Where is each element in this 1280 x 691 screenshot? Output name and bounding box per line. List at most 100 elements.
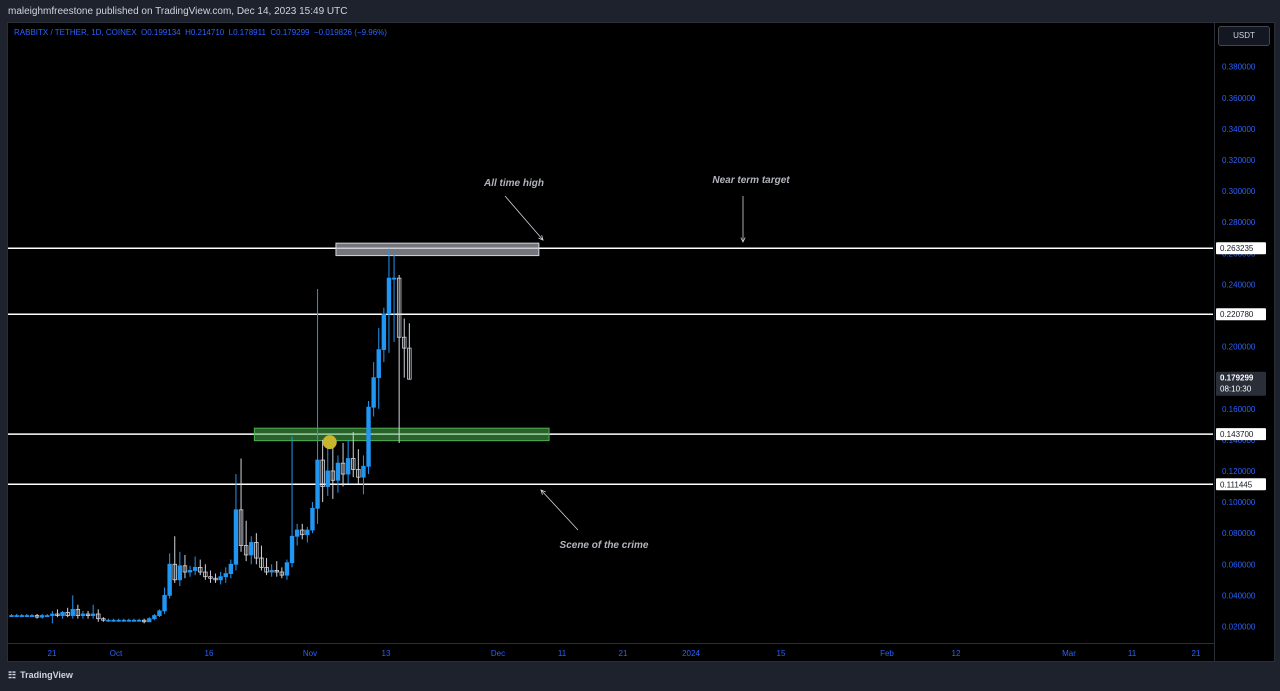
y-tick-label: 0.160000 <box>1222 405 1256 414</box>
candle-body <box>34 615 40 618</box>
candle-body <box>14 615 19 617</box>
y-tick-label: 0.060000 <box>1222 560 1256 569</box>
candle-body <box>249 542 254 556</box>
candle-body <box>361 465 366 478</box>
publisher-bar: maleighmfreestone published on TradingVi… <box>0 0 1280 22</box>
candle-body <box>284 562 290 576</box>
candle-body <box>289 535 295 564</box>
x-tick-label: Mar <box>1062 649 1076 658</box>
annotation-arrowhead <box>538 235 544 241</box>
candle-body <box>39 615 45 618</box>
candle-body <box>19 615 24 617</box>
candle-body <box>407 347 412 380</box>
candle-body <box>111 619 116 622</box>
candle-body <box>203 571 208 578</box>
candle-body <box>136 619 142 622</box>
candle-body <box>167 563 172 596</box>
candle-body <box>238 509 244 546</box>
currency-button[interactable]: USDT <box>1218 26 1270 46</box>
symbol-name[interactable]: RABBITX / TETHER, 1D, COINEX <box>14 28 137 37</box>
open-value: 0.199134 <box>147 28 181 37</box>
candle-body <box>351 458 356 470</box>
publisher-text: maleighmfreestone published on TradingVi… <box>8 6 348 17</box>
y-tick-label: 0.340000 <box>1222 125 1256 134</box>
candle-body <box>340 462 346 475</box>
chart-frame[interactable] <box>7 22 1275 662</box>
candle-body <box>177 565 183 581</box>
candle-body <box>264 566 269 573</box>
candle-body <box>310 507 315 531</box>
candle-body <box>45 615 50 617</box>
candle-body <box>152 615 157 620</box>
y-tick-label: 0.040000 <box>1222 591 1256 600</box>
change-value: −0.019826 (−9.96%) <box>313 28 387 37</box>
candle-body <box>24 615 30 617</box>
x-tick-label: Oct <box>110 649 123 658</box>
y-tick-label: 0.280000 <box>1222 218 1256 227</box>
candle-body <box>402 336 407 349</box>
x-tick-label: 21 <box>1192 649 1201 658</box>
target-zone <box>335 242 540 257</box>
candle-body <box>356 468 361 478</box>
x-tick-label: 11 <box>558 649 567 658</box>
x-tick-label: 13 <box>382 649 391 658</box>
candle-body <box>55 613 60 616</box>
candle-body <box>376 349 381 379</box>
candle-body <box>269 570 274 573</box>
level-price-label: 0.220780 <box>1220 310 1254 319</box>
high-label: H <box>185 28 191 37</box>
level-price-label-bg <box>1216 242 1266 255</box>
y-tick-label: 0.240000 <box>1222 280 1256 289</box>
y-tick-label: 0.380000 <box>1222 63 1256 72</box>
candle-body <box>243 545 249 556</box>
candle-body <box>213 577 218 581</box>
level-price-label-bg <box>1216 478 1266 491</box>
open-label: O <box>141 28 148 37</box>
candle-body <box>121 619 126 622</box>
candle-body <box>396 277 402 338</box>
y-tick-label: 0.020000 <box>1222 622 1256 631</box>
candle-body <box>96 613 101 620</box>
y-tick-label: 0.360000 <box>1222 94 1256 103</box>
tradingview-logo-icon: ☷ <box>8 670 17 680</box>
candle-body <box>371 377 376 408</box>
candle-body <box>391 277 397 280</box>
y-tick-label: 0.140000 <box>1222 436 1256 445</box>
x-tick-label: 16 <box>205 649 214 658</box>
last-price-label: 0.179299 <box>1220 374 1254 383</box>
highlight-marker <box>322 435 337 450</box>
price-axis-separator <box>1214 22 1215 662</box>
x-tick-label: 21 <box>48 649 57 658</box>
candle-body <box>198 566 203 573</box>
x-tick-label: Dec <box>491 649 505 658</box>
candle-body <box>172 563 177 581</box>
candle-body <box>325 470 330 487</box>
x-tick-label: Nov <box>303 649 317 658</box>
high-value: 0.214710 <box>190 28 225 37</box>
candle-body <box>131 619 137 622</box>
level-price-label: 0.143700 <box>1220 430 1254 439</box>
candle-body <box>274 570 279 573</box>
candle-body <box>294 529 300 537</box>
candle-body <box>233 509 239 565</box>
x-tick-label: 15 <box>777 649 786 658</box>
candle-body <box>147 618 152 623</box>
candle-body <box>315 459 320 509</box>
symbol-legend: RABBITX / TETHER, 1D, COINEX O0.199134 H… <box>14 28 387 37</box>
annotation-text: All time high <box>483 178 544 189</box>
candle-body <box>366 406 371 467</box>
y-tick-label: 0.300000 <box>1222 187 1256 196</box>
footer-brand: ☷ TradingView <box>8 670 73 684</box>
candle-body <box>192 566 198 571</box>
y-tick-label: 0.080000 <box>1222 529 1256 538</box>
candle-body <box>75 608 81 616</box>
candle-body <box>187 570 193 573</box>
candle-body <box>218 576 223 581</box>
candle-body <box>335 462 341 481</box>
annotation-arrow <box>540 489 579 531</box>
close-value: 0.179299 <box>276 28 310 37</box>
y-tick-label: 0.200000 <box>1222 343 1256 352</box>
x-tick-label: Feb <box>880 649 894 658</box>
annotation-arrowhead <box>540 489 546 495</box>
